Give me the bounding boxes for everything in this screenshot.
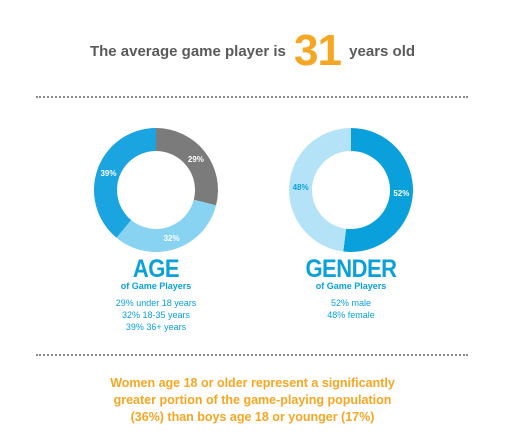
donut-slice (116, 199, 217, 252)
age-stats: 29% under 18 years 32% 18-35 years 39% 3… (66, 297, 246, 333)
gender-donut-chart: 52% 48% (281, 120, 421, 260)
age-stat-line: 32% 18-35 years (121, 310, 191, 320)
gender-subtitle: of Game Players (315, 281, 387, 291)
footnote-line: greater portion of the game-playing popu… (113, 393, 392, 407)
donut-slice (156, 128, 218, 206)
gender-stats: 52% male 48% female (261, 297, 441, 321)
headline: The average game player is 31 years old (0, 26, 505, 76)
slice-value-label: 39% (100, 169, 116, 178)
headline-prefix: The average game player is (89, 43, 286, 60)
age-stat-line: 29% under 18 years (115, 298, 197, 308)
age-stat-line: 39% 36+ years (125, 322, 187, 332)
gender-stat-line: 48% female (327, 310, 375, 320)
slice-value-label: 52% (393, 189, 409, 198)
footnote-line: Women age 18 or older represent a signif… (110, 376, 395, 390)
footnote-line: (36%) than boys age 18 or younger (17%) (130, 410, 375, 424)
age-subtitle: of Game Players (120, 281, 192, 291)
footnote: Women age 18 or older represent a signif… (60, 375, 445, 426)
slice-value-label: 29% (188, 155, 204, 164)
average-age-number: 31 (294, 26, 342, 75)
slice-value-label: 32% (164, 234, 180, 243)
top-divider (36, 96, 468, 98)
donut-slice (94, 128, 156, 238)
slice-value-label: 48% (293, 183, 309, 192)
donut-slice (343, 128, 413, 252)
headline-suffix: years old (349, 43, 416, 60)
donut-slice (289, 128, 351, 252)
gender-title: GENDER (305, 254, 397, 283)
bottom-divider (36, 354, 468, 356)
age-donut-chart: 29% 32% 39% (86, 120, 226, 260)
age-title: AGE (132, 254, 180, 283)
gender-stat-line: 52% male (330, 298, 372, 308)
